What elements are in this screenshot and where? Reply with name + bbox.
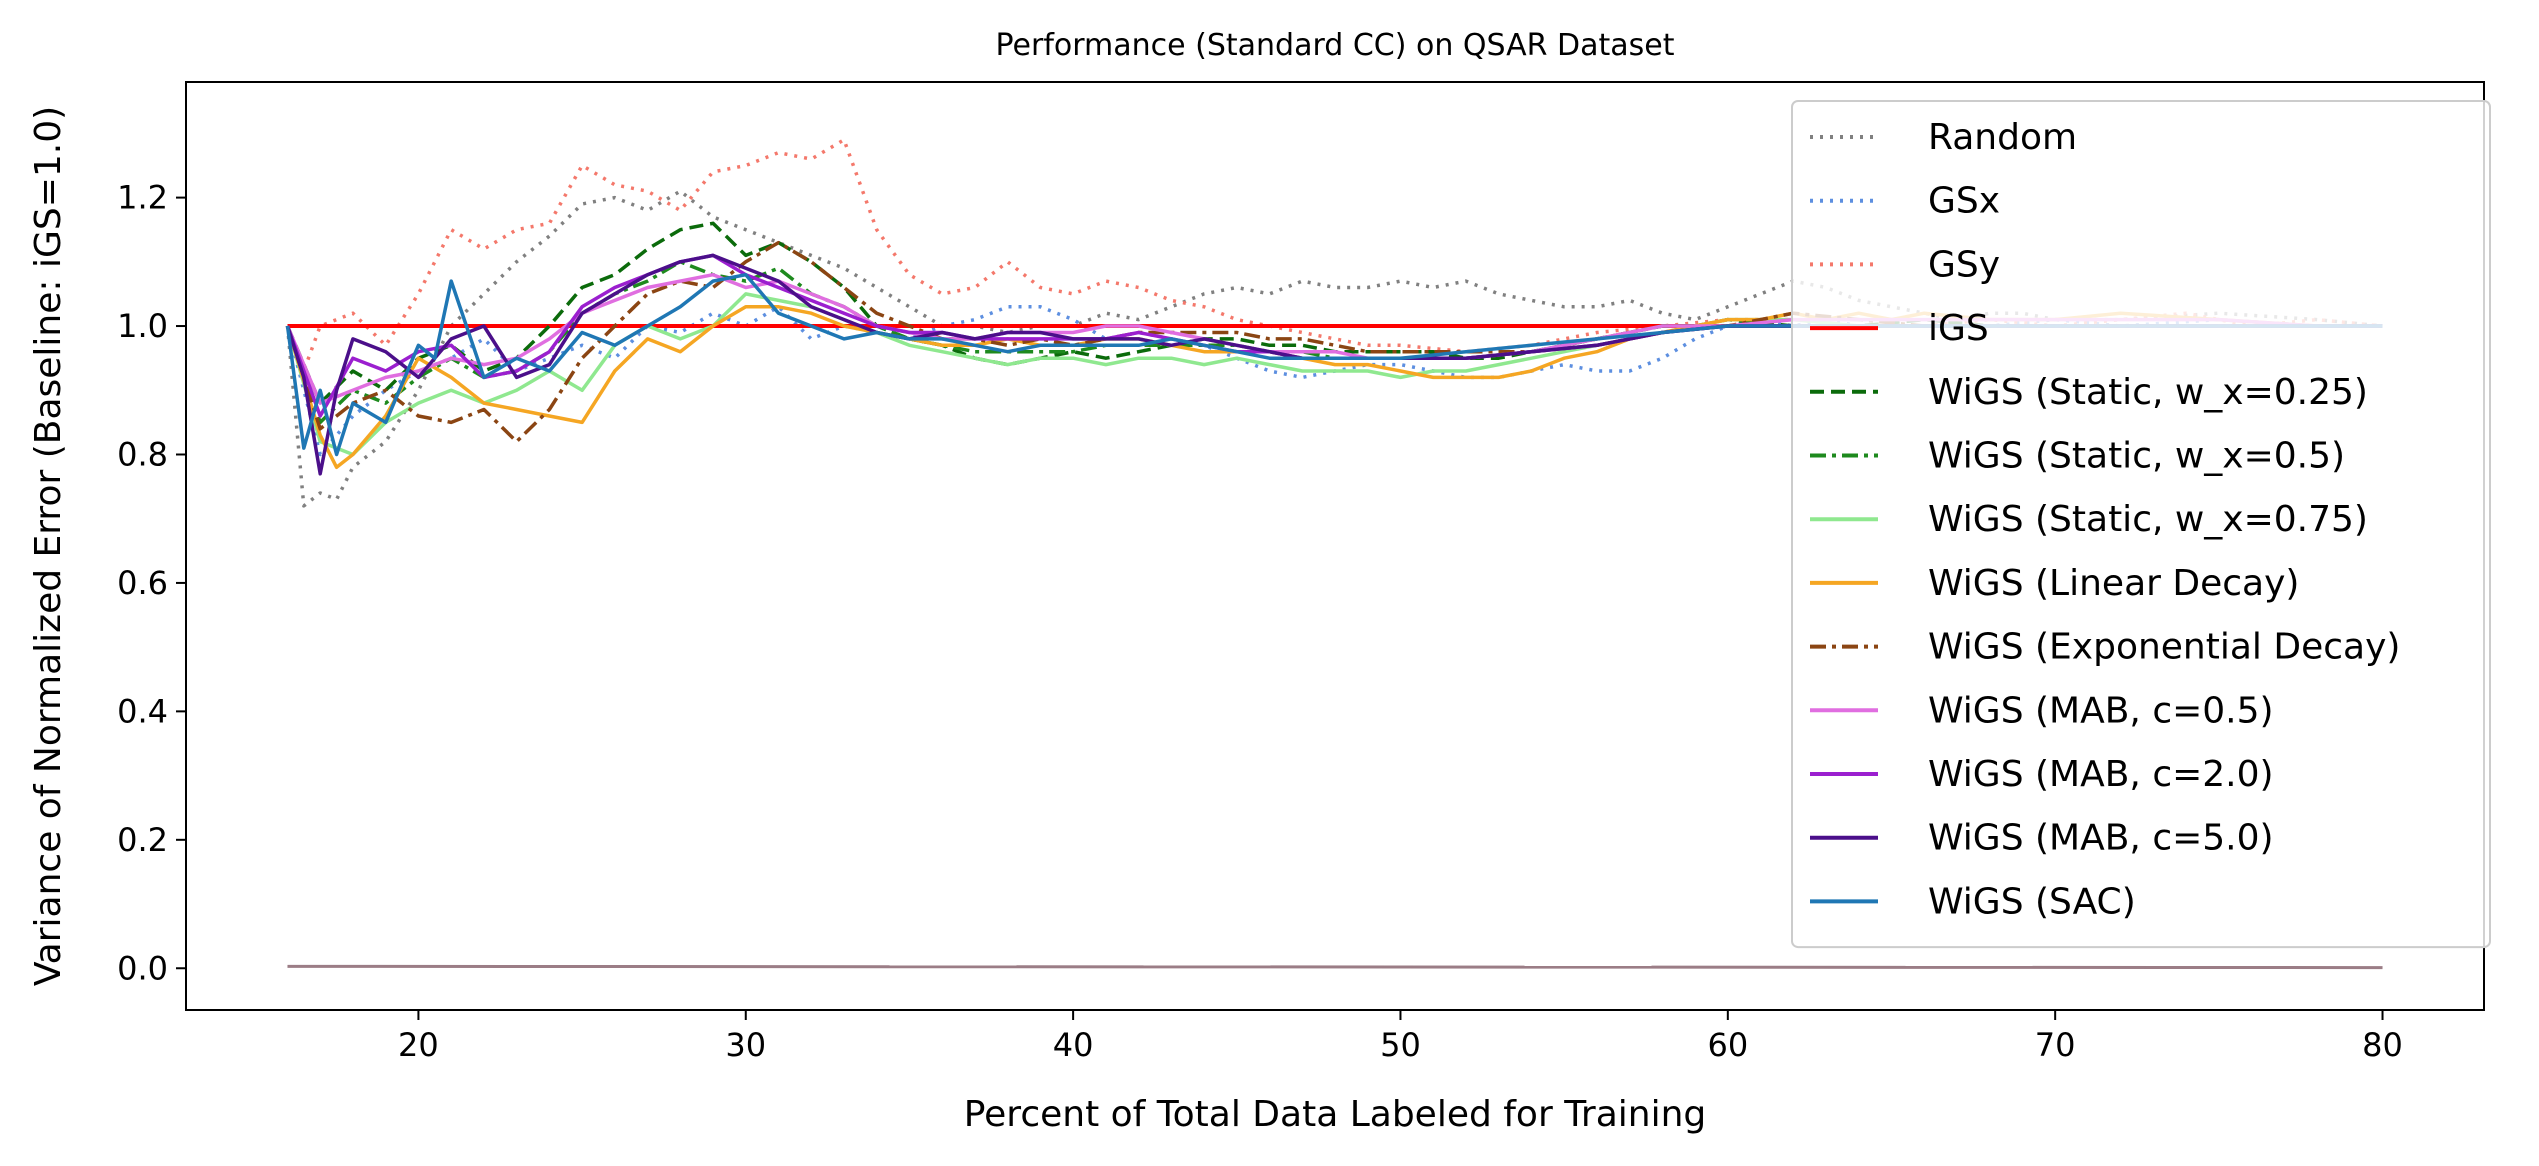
legend-label: WiGS (Exponential Decay) [1928,627,2400,668]
x-tick-label: 20 [398,1026,439,1064]
legend-label: WiGS (MAB, c=2.0) [1928,754,2274,795]
legend-label: WiGS (Static, w_x=0.75) [1928,499,2368,540]
chart-title: Performance (Standard CC) on QSAR Datase… [996,28,1675,63]
x-axis: 20 30 40 50 60 70 80 [398,1010,2403,1064]
x-tick-label: 70 [2035,1026,2076,1064]
x-axis-label: Percent of Total Data Labeled for Traini… [964,1094,1707,1135]
x-tick-label: 80 [2362,1026,2403,1064]
legend-label: GSy [1928,244,2000,285]
legend-label: GSx [1928,181,2000,222]
legend: Random GSx GSy iGS WiGS (Static, w_x=0.25) Wi… [1791,100,2491,949]
legend-label: Random [1928,117,2077,158]
x-tick-label: 40 [1053,1026,1094,1064]
legend-label: WiGS (MAB, c=5.0) [1928,818,2274,859]
y-tick-label: 0.8 [117,435,168,473]
legend-label: WiGS (Static, w_x=0.25) [1928,372,2368,413]
y-axis: 0.0 0.2 0.4 0.6 0.8 1.0 1.2 [117,179,186,987]
y-tick-label: 0.4 [117,692,168,730]
legend-box [1791,100,2491,949]
x-tick-label: 50 [1380,1026,1421,1064]
series-line-wigs-mab-c-5-0 [285,253,2383,476]
y-axis-label: Variance of Normalized Error (Baseline: … [28,106,69,986]
legend-label: iGS [1928,308,1989,349]
y-tick-label: 1.0 [117,307,168,345]
legend-label: WiGS (Linear Decay) [1928,563,2299,604]
y-tick-label: 0.2 [117,821,168,859]
y-tick-label: 0.0 [117,949,168,987]
y-tick-label: 0.6 [117,564,168,602]
legend-label: WiGS (SAC) [1928,881,2136,922]
legend-label: WiGS (MAB, c=0.5) [1928,690,2274,731]
y-tick-label: 1.2 [117,179,168,217]
baseline-line [287,964,2383,970]
x-tick-label: 60 [1707,1026,1748,1064]
series-line-wigs-sac [285,272,2383,457]
legend-label: WiGS (Static, w_x=0.5) [1928,436,2345,477]
x-tick-label: 30 [725,1026,766,1064]
